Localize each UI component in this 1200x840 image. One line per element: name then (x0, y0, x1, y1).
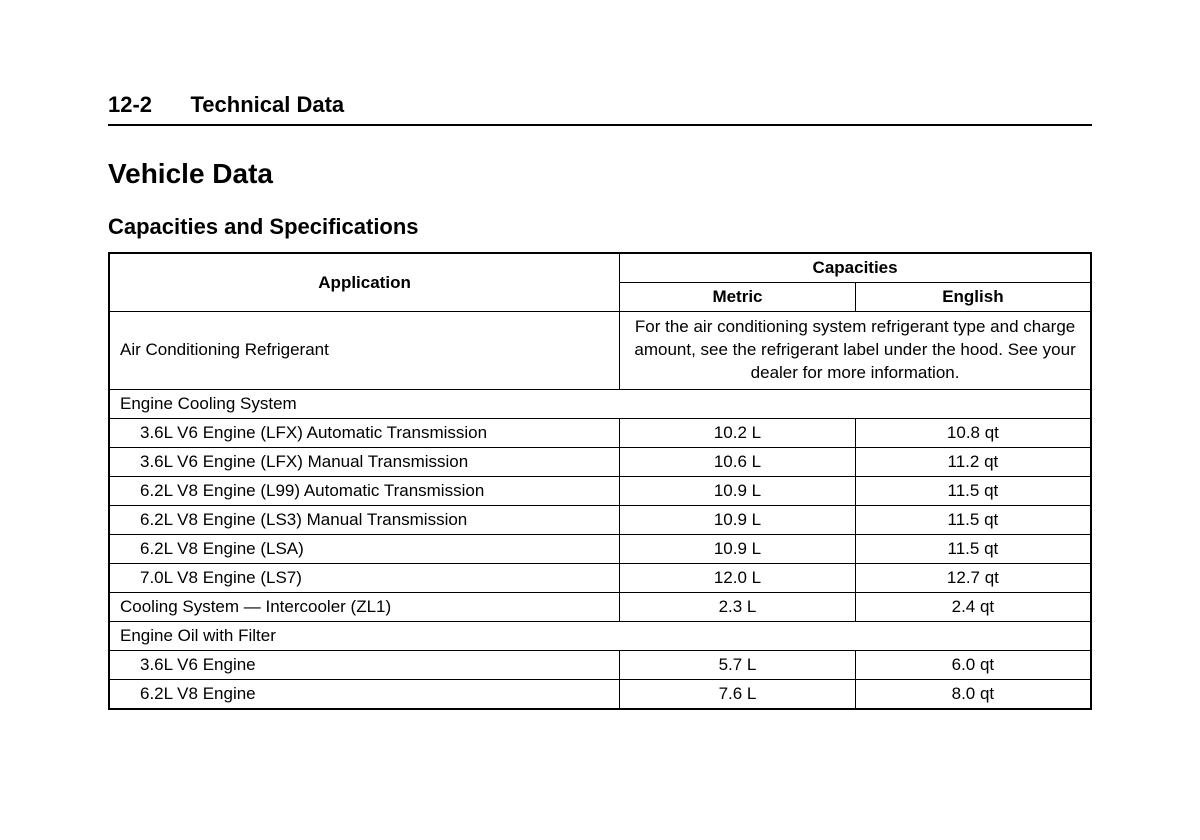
cell-application: 6.2L V8 Engine (LS3) Manual Transmission (109, 505, 620, 534)
note-row-note: For the air conditioning system refriger… (620, 312, 1091, 390)
section-2-head: Engine Oil with Filter (109, 621, 1091, 650)
page-header: 12-2 Technical Data (108, 92, 1092, 126)
intercooler-row: Cooling System — Intercooler (ZL1) 2.3 L… (109, 592, 1091, 621)
capacities-table: Application Capacities Metric English Ai… (108, 252, 1092, 710)
cell-english: 11.5 qt (855, 476, 1091, 505)
cell-application: 3.6L V6 Engine (LFX) Manual Transmission (109, 447, 620, 476)
table-row: 6.2L V8 Engine (L99) Automatic Transmiss… (109, 476, 1091, 505)
heading-1: Vehicle Data (108, 158, 1092, 190)
note-row: Air Conditioning Refrigerant For the air… (109, 312, 1091, 390)
cell-application: 3.6L V6 Engine (109, 650, 620, 679)
section-head-row: Engine Cooling System (109, 389, 1091, 418)
cell-metric: 12.0 L (620, 563, 856, 592)
page: 12-2 Technical Data Vehicle Data Capacit… (0, 0, 1200, 710)
cell-metric: 10.6 L (620, 447, 856, 476)
cell-application: 3.6L V6 Engine (LFX) Automatic Transmiss… (109, 418, 620, 447)
cell-metric: 10.2 L (620, 418, 856, 447)
cell-metric: 10.9 L (620, 476, 856, 505)
table-row: 3.6L V6 Engine 5.7 L 6.0 qt (109, 650, 1091, 679)
cell-english: 11.5 qt (855, 534, 1091, 563)
col-head-english: English (855, 283, 1091, 312)
section-title: Technical Data (191, 92, 345, 117)
table-header-row-1: Application Capacities (109, 253, 1091, 283)
section-head-row: Engine Oil with Filter (109, 621, 1091, 650)
cell-english: 8.0 qt (855, 679, 1091, 709)
cell-application: 6.2L V8 Engine (L99) Automatic Transmiss… (109, 476, 620, 505)
cell-english: 10.8 qt (855, 418, 1091, 447)
table-row: 3.6L V6 Engine (LFX) Manual Transmission… (109, 447, 1091, 476)
col-head-application: Application (109, 253, 620, 312)
table-row: 7.0L V8 Engine (LS7) 12.0 L 12.7 qt (109, 563, 1091, 592)
cell-metric: 10.9 L (620, 505, 856, 534)
col-head-capacities: Capacities (620, 253, 1091, 283)
cell-english: 2.4 qt (855, 592, 1091, 621)
col-head-metric: Metric (620, 283, 856, 312)
section-number: 12-2 (108, 92, 152, 117)
cell-metric: 2.3 L (620, 592, 856, 621)
note-row-application: Air Conditioning Refrigerant (109, 312, 620, 390)
cell-english: 11.2 qt (855, 447, 1091, 476)
cell-english: 6.0 qt (855, 650, 1091, 679)
table-row: 6.2L V8 Engine (LSA) 10.9 L 11.5 qt (109, 534, 1091, 563)
cell-application: Cooling System — Intercooler (ZL1) (109, 592, 620, 621)
cell-english: 11.5 qt (855, 505, 1091, 534)
table-row: 6.2L V8 Engine (LS3) Manual Transmission… (109, 505, 1091, 534)
section-1-head: Engine Cooling System (109, 389, 1091, 418)
cell-application: 7.0L V8 Engine (LS7) (109, 563, 620, 592)
heading-2: Capacities and Specifications (108, 214, 1092, 240)
cell-application: 6.2L V8 Engine (109, 679, 620, 709)
cell-metric: 10.9 L (620, 534, 856, 563)
table-row: 6.2L V8 Engine 7.6 L 8.0 qt (109, 679, 1091, 709)
table-row: 3.6L V6 Engine (LFX) Automatic Transmiss… (109, 418, 1091, 447)
cell-english: 12.7 qt (855, 563, 1091, 592)
cell-application: 6.2L V8 Engine (LSA) (109, 534, 620, 563)
cell-metric: 7.6 L (620, 679, 856, 709)
cell-metric: 5.7 L (620, 650, 856, 679)
